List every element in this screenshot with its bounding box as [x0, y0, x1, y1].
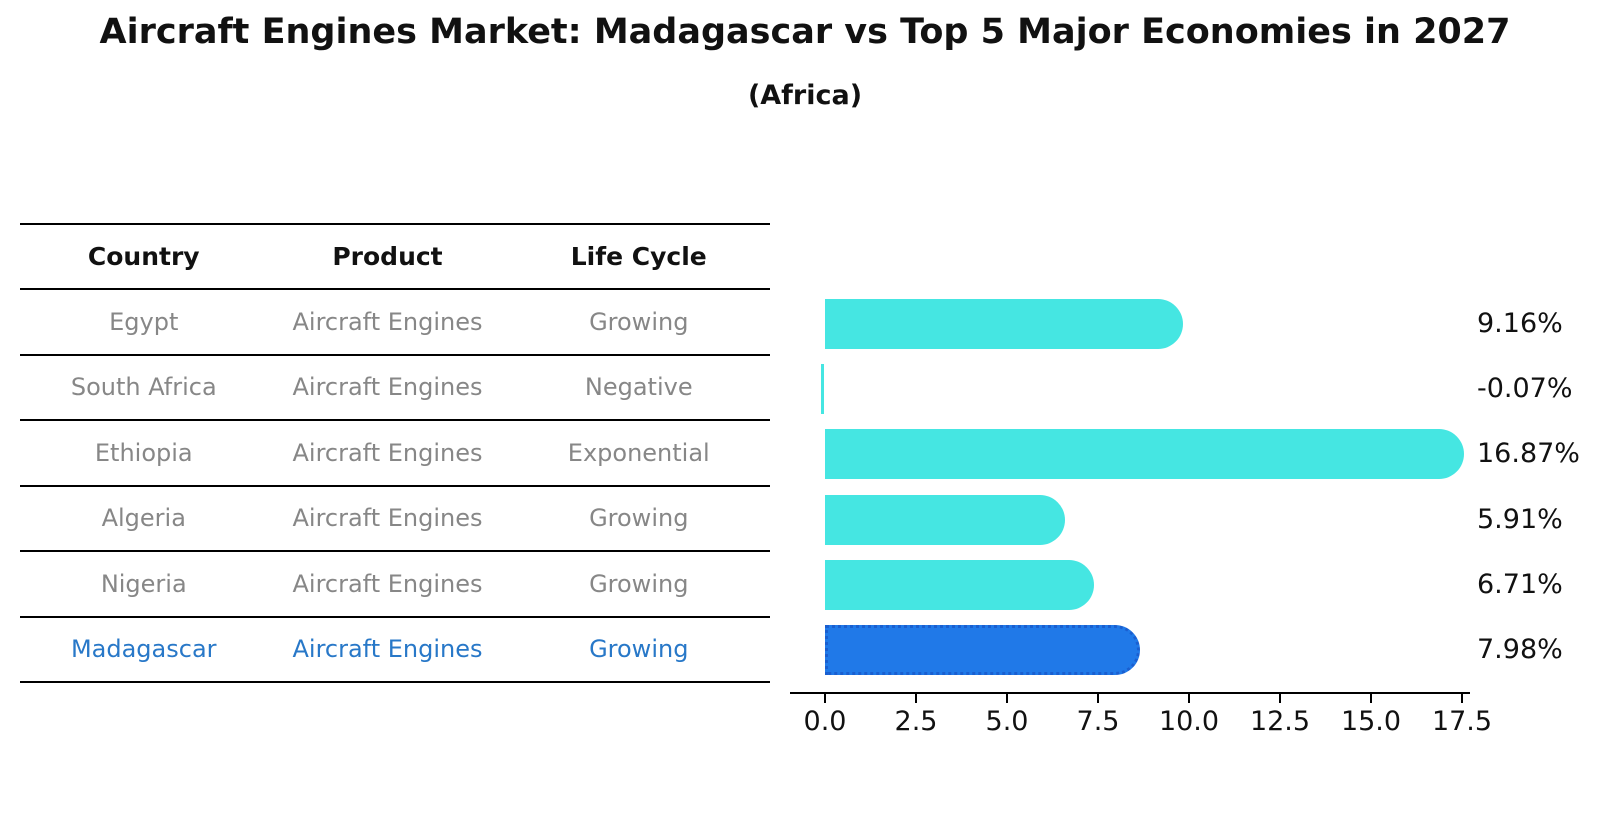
bar-egypt [825, 299, 1184, 349]
table-row-egypt: Egypt Aircraft Engines Growing [20, 290, 770, 356]
x-axis-line [790, 692, 1470, 694]
table-row-ethiopia: Ethiopia Aircraft Engines Exponential [20, 421, 770, 487]
cell-ethiopia-product: Aircraft Engines [292, 438, 483, 467]
country-table: Country Product Life Cycle Egypt Aircraft E… [20, 223, 770, 683]
x-tick-label-7.5: 7.5 [1076, 706, 1120, 737]
table-header-row: Country Product Life Cycle [20, 225, 770, 290]
cell-ethiopia-country: Ethiopia [94, 438, 193, 467]
x-tick-mark [1097, 694, 1099, 703]
x-tick-label-10.0: 10.0 [1158, 706, 1220, 737]
column-header-country: Country [87, 242, 200, 271]
x-tick-label-5.0: 5.0 [985, 706, 1029, 737]
chart-title: Aircraft Engines Market: Madagascar vs T… [99, 12, 1511, 52]
table-row-nigeria: Nigeria Aircraft Engines Growing [20, 552, 770, 618]
column-header-product: Product [332, 242, 443, 271]
x-tick-label-0.0: 0.0 [803, 706, 847, 737]
column-header-life-cycle: Life Cycle [570, 242, 707, 271]
cell-madagascar-country: Madagascar [70, 635, 217, 664]
bar-value-label-algeria: 5.91% [1477, 503, 1563, 535]
cell-egypt-life-cycle: Growing [589, 307, 689, 336]
bar-algeria [825, 494, 1066, 545]
cell-nigeria-life-cycle: Growing [589, 569, 689, 598]
cell-nigeria-country: Nigeria [100, 569, 187, 598]
cell-nigeria-product: Aircraft Engines [292, 569, 483, 598]
bar-value-label-madagascar: 7.98% [1477, 634, 1563, 665]
cell-south-africa-life-cycle: Negative [584, 373, 693, 402]
cell-algeria-country: Algeria [101, 504, 186, 533]
x-tick-mark [915, 694, 917, 703]
x-tick-label-2.5: 2.5 [894, 706, 938, 737]
x-tick-label-17.5: 17.5 [1431, 706, 1493, 737]
table-row-algeria: Algeria Aircraft Engines Growing [20, 487, 770, 552]
bar-value-label-egypt: 9.16% [1477, 308, 1563, 339]
x-tick-mark [1006, 694, 1008, 703]
bar-nigeria [825, 559, 1095, 610]
cell-madagascar-product: Aircraft Engines [292, 635, 483, 664]
bar-value-label-ethiopia: 16.87% [1477, 438, 1580, 470]
cell-algeria-product: Aircraft Engines [292, 504, 483, 533]
x-tick-label-12.5: 12.5 [1249, 706, 1311, 737]
cell-egypt-product: Aircraft Engines [292, 307, 483, 336]
bar-value-label-nigeria: 6.71% [1477, 568, 1563, 600]
x-tick-label-15.0: 15.0 [1340, 706, 1402, 737]
x-tick-mark [1461, 694, 1463, 703]
table-row-madagascar: Madagascar Aircraft Engines Growing [20, 618, 770, 683]
cell-egypt-country: Egypt [109, 307, 179, 336]
x-tick-mark [1188, 694, 1190, 703]
cell-south-africa-country: South Africa [70, 373, 217, 402]
x-tick-mark [824, 694, 826, 703]
bar-madagascar [825, 625, 1141, 675]
bar-ethiopia [825, 429, 1465, 480]
cell-ethiopia-life-cycle: Exponential [567, 438, 710, 467]
x-tick-mark [1279, 694, 1281, 703]
cell-south-africa-product: Aircraft Engines [292, 373, 483, 402]
chart-subtitle: (Africa) [747, 80, 863, 111]
table-body: Egypt Aircraft Engines Growing South Africa… [20, 290, 770, 683]
x-tick-mark [1370, 694, 1372, 703]
table-row-south-africa: South Africa Aircraft Engines Negative [20, 356, 770, 421]
bar-south-africa [821, 364, 825, 415]
cell-madagascar-life-cycle: Growing [589, 635, 689, 664]
bar-value-label-south-africa: -0.07% [1477, 373, 1573, 405]
cell-algeria-life-cycle: Growing [589, 504, 689, 533]
